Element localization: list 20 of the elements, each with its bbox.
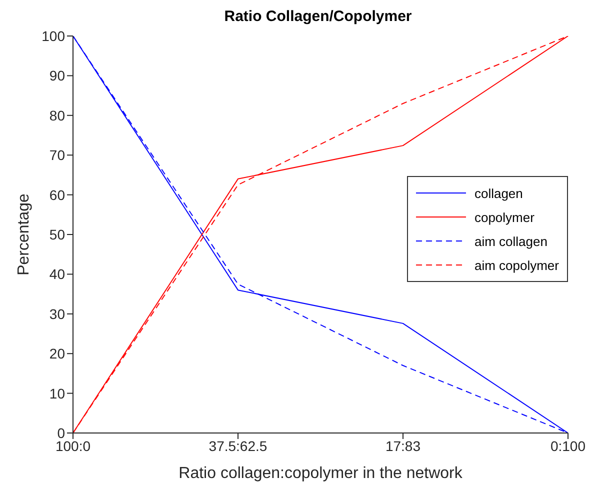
y-tick-label: 30	[49, 306, 66, 322]
y-axis-title: Percentage	[16, 193, 33, 276]
y-tick-label: 40	[49, 266, 66, 282]
legend-label: aim copolymer	[474, 258, 559, 272]
y-tick-label: 10	[49, 385, 66, 402]
x-axis-title: Ratio collagen:copolymer in the network	[178, 465, 464, 482]
chart-title: Ratio Collagen/Copolymer	[223, 8, 413, 27]
y-tick-label: 20	[49, 346, 66, 362]
legend-label: copolymer	[474, 210, 534, 224]
x-tick-label: 0:100	[550, 438, 586, 454]
y-tick-label: 80	[49, 107, 66, 124]
legend-label: aim collagen	[474, 234, 548, 248]
y-tick-label: 100	[42, 28, 66, 44]
x-tick-label: 17:83	[385, 438, 421, 454]
legend-label: collagen	[474, 186, 523, 200]
y-tick-label: 70	[49, 147, 66, 164]
y-tick-label: 60	[49, 186, 66, 203]
y-tick-label: 50	[49, 226, 66, 242]
y-tick-label: 90	[49, 68, 66, 84]
x-tick-label: 37.5:62.5	[208, 438, 268, 454]
